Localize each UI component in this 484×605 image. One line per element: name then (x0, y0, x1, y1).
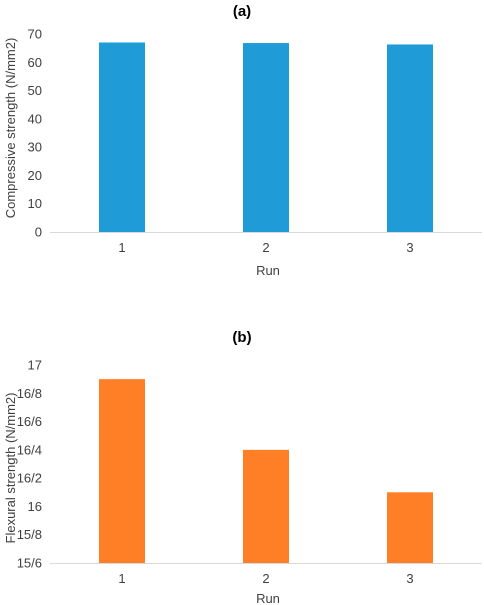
chart-panel-b: (b) Flexural strength (N/mm2) Run 15/615… (3, 329, 482, 605)
y-tick-label-b: 16/4 (17, 442, 42, 457)
x-tick-label-a: 1 (118, 240, 125, 255)
x-tick-label-b: 2 (262, 571, 269, 586)
chart-panel-a: (a) Compressive strength (N/mm2) Run 010… (3, 3, 482, 278)
y-tick-label-a: 30 (28, 140, 42, 155)
x-axis-label-b: Run (256, 591, 280, 605)
y-ticks-b: 15/6 15/8 16 16/2 16/4 16/6 16/8 17 (17, 358, 42, 571)
y-tick-label-b: 15/8 (17, 527, 42, 542)
bar-b-1 (99, 379, 145, 563)
y-tick-label-b: 16/6 (17, 414, 42, 429)
bar-b-2 (243, 449, 289, 563)
x-tick-label-b: 1 (118, 571, 125, 586)
y-axis-label-a: Compressive strength (N/mm2) (3, 38, 18, 219)
y-tick-label-a: 50 (28, 83, 42, 98)
bars-a (99, 42, 433, 233)
bar-a-1 (99, 42, 145, 232)
bar-b-3 (387, 492, 433, 563)
bar-a-3 (387, 44, 433, 232)
y-tick-label-a: 60 (28, 55, 42, 70)
x-tick-label-b: 3 (406, 571, 413, 586)
y-tick-label-a: 40 (28, 111, 42, 126)
y-tick-label-a: 10 (28, 196, 42, 211)
y-tick-label-b: 16 (28, 499, 42, 514)
y-tick-label-b: 15/6 (17, 556, 42, 571)
y-ticks-a: 0 10 20 30 40 50 60 70 (28, 27, 42, 240)
chart-title-b: (b) (232, 329, 251, 346)
y-tick-label-b: 16/2 (17, 471, 42, 486)
x-ticks-b: 1 2 3 (118, 571, 413, 586)
bars-b (99, 379, 433, 563)
x-tick-label-a: 2 (262, 240, 269, 255)
y-tick-label-b: 16/8 (17, 386, 42, 401)
y-axis-label-b: Flexural strength (N/mm2) (3, 393, 18, 544)
x-axis-label-a: Run (256, 263, 280, 278)
y-tick-label-a: 20 (28, 168, 42, 183)
y-tick-label-b: 17 (28, 358, 42, 373)
y-tick-label-a: 0 (35, 225, 42, 240)
x-ticks-a: 1 2 3 (118, 240, 413, 255)
chart-title-a: (a) (233, 3, 251, 20)
y-tick-label-a: 70 (28, 27, 42, 42)
bar-a-2 (243, 43, 289, 233)
x-tick-label-a: 3 (406, 240, 413, 255)
